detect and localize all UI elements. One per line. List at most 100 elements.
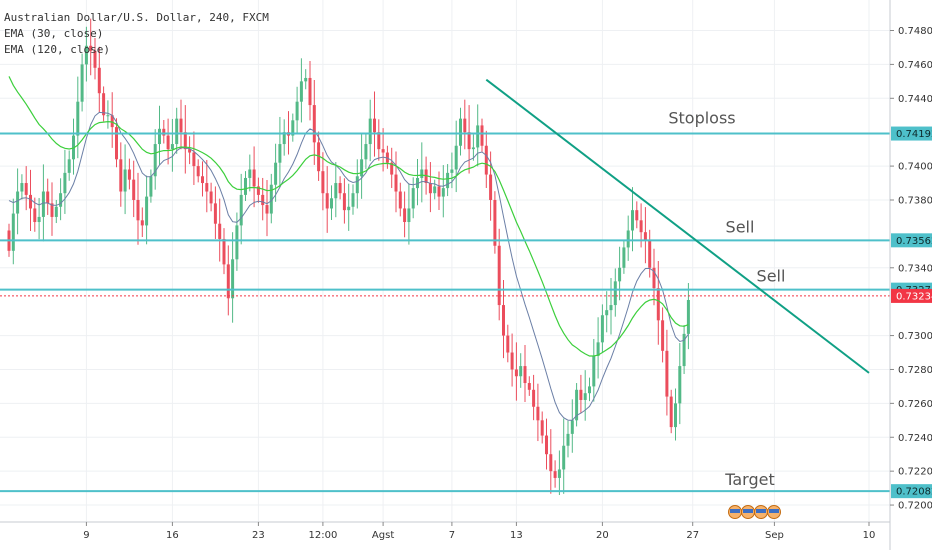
candle-down bbox=[222, 238, 226, 265]
candle-up bbox=[609, 305, 613, 311]
event-flag-stripe-icon bbox=[769, 509, 779, 513]
candle-down bbox=[218, 223, 222, 239]
candle-down bbox=[480, 125, 484, 146]
candle-up bbox=[145, 196, 149, 226]
candle-down bbox=[390, 162, 394, 175]
candle-down bbox=[46, 191, 50, 204]
candle-down bbox=[652, 267, 656, 289]
candle-down bbox=[394, 174, 398, 192]
candle-down bbox=[338, 183, 342, 194]
current-price-tag bbox=[891, 288, 932, 303]
candle-up bbox=[416, 177, 419, 189]
candle-down bbox=[205, 183, 209, 192]
candle-down bbox=[261, 194, 265, 206]
candle-down bbox=[648, 240, 652, 268]
candle-up bbox=[274, 162, 278, 185]
candle-up bbox=[11, 213, 15, 251]
event-flag-stripe-icon bbox=[730, 509, 740, 513]
candle-up bbox=[158, 128, 161, 145]
candle-down bbox=[252, 169, 256, 187]
candle-down bbox=[265, 205, 269, 214]
candle-up bbox=[355, 176, 359, 194]
time-axis-label: Agst bbox=[372, 530, 394, 541]
candle-down bbox=[669, 396, 673, 428]
price-tag-label: 0.72082 bbox=[896, 487, 932, 498]
candle-up bbox=[295, 101, 299, 121]
candle-down bbox=[467, 132, 471, 150]
candle-down bbox=[119, 159, 123, 192]
candle-down bbox=[213, 203, 217, 224]
candle-up bbox=[54, 206, 58, 217]
candle-down bbox=[308, 77, 312, 106]
candle-up bbox=[631, 210, 634, 231]
candle-up bbox=[613, 281, 617, 306]
candle-down bbox=[24, 183, 28, 195]
time-axis-label: 20 bbox=[596, 530, 609, 541]
candle-up bbox=[37, 216, 41, 223]
legend-ema-30: EMA (30, close) bbox=[4, 27, 104, 40]
candle-down bbox=[377, 132, 381, 150]
candle-down bbox=[484, 145, 488, 175]
annotation-stoploss: Stoploss bbox=[668, 109, 735, 128]
candle-down bbox=[545, 435, 548, 455]
candle-up bbox=[575, 389, 579, 421]
candle-up bbox=[304, 77, 308, 82]
candle-up bbox=[67, 159, 71, 173]
candle-up bbox=[170, 144, 174, 150]
event-markers-icon bbox=[728, 505, 781, 519]
candle-down bbox=[661, 320, 665, 351]
candle-down bbox=[579, 389, 583, 400]
candle-down bbox=[497, 245, 501, 306]
candle-up bbox=[446, 172, 450, 189]
candle-down bbox=[317, 142, 321, 172]
candle-up bbox=[566, 433, 570, 446]
trend-line bbox=[485, 78, 870, 374]
candle-down bbox=[140, 220, 144, 226]
candle-down bbox=[196, 166, 200, 177]
candle-down bbox=[312, 105, 316, 143]
candle-up bbox=[674, 403, 677, 428]
candle-up bbox=[450, 169, 454, 173]
candle-down bbox=[502, 305, 505, 336]
candle-up bbox=[626, 230, 630, 248]
candle-down bbox=[424, 169, 428, 184]
candle-up bbox=[557, 469, 561, 478]
candle-up bbox=[269, 184, 273, 214]
candle-up bbox=[41, 191, 45, 217]
candle-down bbox=[201, 176, 204, 184]
time-axis-label: Sep bbox=[765, 530, 784, 541]
time-axis-label: 12:00 bbox=[308, 530, 337, 541]
candle-down bbox=[102, 93, 106, 116]
candle-down bbox=[553, 471, 557, 478]
time-axis-label: 16 bbox=[166, 530, 179, 541]
candle-down bbox=[183, 132, 187, 150]
candle-up bbox=[433, 186, 437, 194]
chart-legend: Australian Dollar/U.S. Dollar, 240, FXCM… bbox=[4, 10, 269, 58]
candle-up bbox=[459, 118, 462, 146]
candle-down bbox=[132, 179, 136, 200]
candle-down bbox=[325, 193, 329, 209]
level-price-tag bbox=[891, 126, 932, 141]
candle-up bbox=[519, 366, 523, 377]
ema-120-line bbox=[8, 76, 689, 357]
candle-up bbox=[600, 315, 604, 343]
candle-up bbox=[682, 333, 686, 367]
candle-up bbox=[231, 259, 235, 299]
candle-up bbox=[239, 194, 243, 226]
candle-up bbox=[351, 193, 355, 207]
candle-up bbox=[291, 120, 295, 136]
candle-down bbox=[342, 193, 346, 211]
price-tag-label: 0.73234 bbox=[896, 291, 932, 302]
candle-down bbox=[665, 350, 669, 397]
legend-ema-120: EMA (120, close) bbox=[4, 43, 110, 56]
candle-down bbox=[532, 389, 536, 407]
candle-down bbox=[209, 191, 213, 204]
